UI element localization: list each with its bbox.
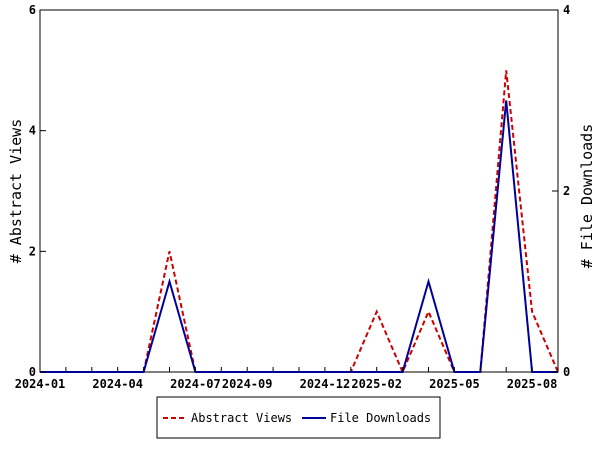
x-tick-label-2025-02: 2025-02 (351, 377, 402, 391)
y-axis-right-title: # File Downloads (578, 124, 596, 269)
legend-label-file-downloads: File Downloads (330, 411, 431, 425)
y-right-tick-label-0: 0 (563, 365, 570, 379)
x-tick-label-2025-05: 2025-05 (429, 377, 480, 391)
plot-area (39, 9, 559, 373)
legend: Abstract Views File Downloads (156, 396, 441, 439)
legend-label-abstract-views: Abstract Views (191, 411, 292, 425)
tick-layer: 2024-01 2024-04 2024-07 2024-09 2024-12 2025-… (15, 3, 571, 391)
y-left-tick-label-4: 4 (29, 124, 36, 138)
x-tick-label-2024-12: 2024-12 (300, 377, 351, 391)
y-right-tick-label-2: 2 (563, 184, 570, 198)
x-tick-label-2024-01: 2024-01 (15, 377, 66, 391)
x-tick-label-2025-08: 2025-08 (507, 377, 558, 391)
x-tick-label-2024-07: 2024-07 (170, 377, 221, 391)
y-left-tick-label-6: 6 (29, 3, 36, 17)
y-left-tick-label-2: 2 (29, 244, 36, 258)
y-left-tick-label-0: 0 (29, 365, 36, 379)
y-right-tick-label-4: 4 (563, 3, 570, 17)
x-tick-label-2024-09: 2024-09 (222, 377, 273, 391)
y-axis-left-title: # Abstract Views (7, 119, 25, 264)
x-tick-label-2024-04: 2024-04 (92, 377, 143, 391)
legend-box (156, 396, 441, 439)
